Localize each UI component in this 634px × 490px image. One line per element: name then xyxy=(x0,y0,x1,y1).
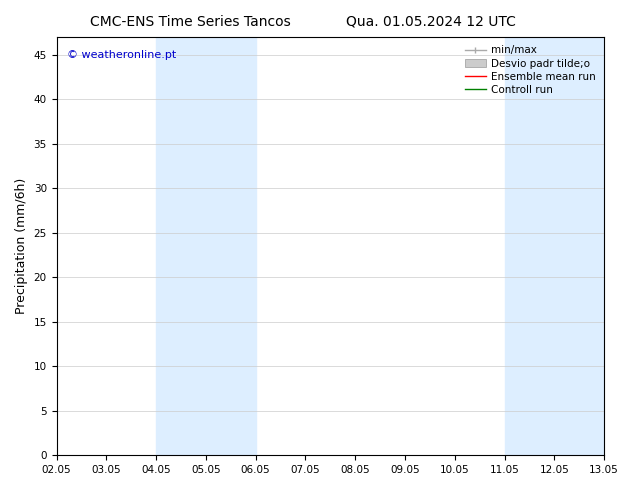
Y-axis label: Precipitation (mm/6h): Precipitation (mm/6h) xyxy=(15,178,28,314)
Bar xyxy=(156,37,256,455)
Text: Qua. 01.05.2024 12 UTC: Qua. 01.05.2024 12 UTC xyxy=(346,15,516,29)
Bar xyxy=(505,37,604,455)
Text: CMC-ENS Time Series Tancos: CMC-ENS Time Series Tancos xyxy=(90,15,290,29)
Legend: min/max, Desvio padr tilde;o, Ensemble mean run, Controll run: min/max, Desvio padr tilde;o, Ensemble m… xyxy=(462,42,599,98)
Text: © weatheronline.pt: © weatheronline.pt xyxy=(67,49,177,60)
